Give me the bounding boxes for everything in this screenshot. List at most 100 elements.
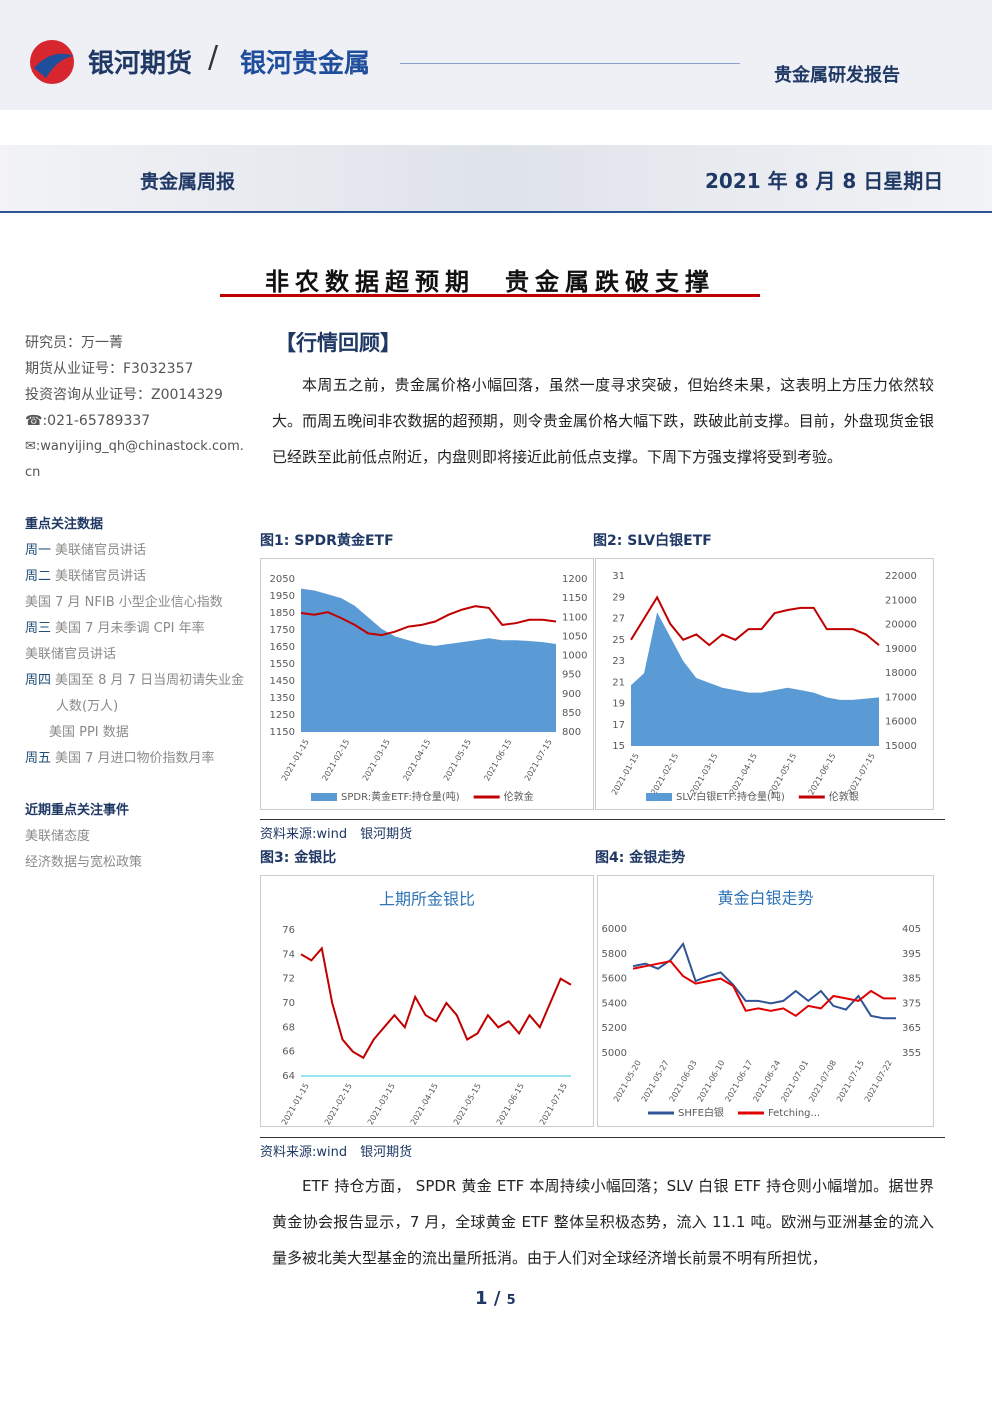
legend-label: SLV:白银ETF:持仓量(吨) [676, 790, 785, 803]
x-tick-label: 2021-05-27 [640, 1059, 671, 1104]
y-tick-label: 1350 [270, 693, 295, 704]
figure: 黄金白银走势 5000 5200 5400 5600 5800 6000 355 365 375 3… [597, 875, 934, 1127]
y-tick-label: 1650 [270, 642, 295, 653]
y2-tick-label: 19000 [885, 644, 917, 655]
slash: / [208, 40, 219, 75]
page-sep: / [493, 1288, 501, 1309]
report-series: 贵金属周报 [140, 171, 236, 193]
y2-tick-label: 800 [562, 727, 581, 738]
x-tick-label: 2021-06-24 [751, 1059, 782, 1104]
line [630, 595, 880, 647]
events-list: 美联储态度 经济数据与宽松政策 [25, 824, 142, 876]
y-tick-label: 29 [612, 592, 625, 603]
report-type: 贵金属研发报告 [774, 65, 900, 86]
x-tick-label: 2021-07-15 [523, 738, 554, 783]
y2-tick-label: 850 [562, 708, 581, 719]
focus-item: 美国 7 月 NFIB 小型企业信心指数 [25, 590, 250, 616]
focus-text: 美国 7 月未季调 CPI 年率 [55, 621, 205, 636]
x-tick-label: 2021-07-15 [538, 1082, 569, 1127]
phone-icon: ☎: [25, 413, 48, 429]
event: 经济数据与宽松政策 [25, 855, 143, 870]
focus-text: 美国 PPI 数据 [49, 725, 129, 740]
y-tick-label: 19 [612, 699, 625, 710]
x-tick-label: 2021-07-15 [835, 1059, 866, 1104]
line [632, 960, 896, 1018]
email: ✉:wanyijing_qh@chinastock.com.cn [25, 434, 245, 486]
event: 美联储态度 [25, 829, 91, 844]
legend-label: 伦敦银 [829, 790, 859, 803]
report-date: 2021 年 8 月 8 日星期日 [705, 169, 944, 193]
y-tick-label: 15 [612, 741, 625, 752]
y2-tick-label: 18000 [885, 668, 917, 679]
y-tick-label: 64 [282, 1071, 295, 1082]
focus-text: 美联储官员讲话 [55, 569, 147, 584]
focus-day: 周三 [25, 621, 52, 636]
figure-title: 图1: SPDR黄金ETF [260, 533, 394, 549]
y2-tick-label: 365 [902, 1023, 921, 1034]
focus-item: 周五 美国 7 月进口物价指数月率 [25, 746, 250, 772]
x-tick-label: 2021-01-15 [280, 1082, 311, 1127]
sub-brand: 银河贵金属 [240, 49, 371, 79]
rule [260, 1137, 945, 1138]
x-tick-label: 2021-07-15 [846, 752, 877, 797]
y-tick-label: 5200 [602, 1023, 627, 1034]
mail-icon: ✉: [25, 439, 41, 454]
page-number: 1 / 5 [475, 1288, 516, 1309]
y-tick-label: 76 [282, 925, 295, 936]
y-tick-label: 1450 [270, 676, 295, 687]
figure: 1150 1250 1350 1450 1550 1650 1750 1850 1950 2050… [260, 558, 594, 810]
focus-text: 美联储官员讲话 [25, 647, 117, 662]
contact-line: 研究员：万一菁 [25, 335, 123, 351]
phone: ☎:021-65789337 [25, 408, 245, 434]
legend-label: Fetching... [768, 1108, 820, 1119]
y-tick-label: 1750 [270, 625, 295, 636]
x-tick-label: 2021-04-15 [409, 1082, 440, 1127]
x-tick-label: 2021-07-08 [807, 1059, 838, 1104]
y-tick-label: 27 [612, 614, 625, 625]
legend-label: SPDR:黄金ETF:持仓量(吨) [341, 790, 460, 803]
focus-list: 周一 美联储官员讲话 周二 美联储官员讲话 美国 7 月 NFIB 小型企业信心指数 周三… [25, 538, 250, 772]
focus-text: 美国至 8 月 7 日当周初请失业金人数(万人) [55, 673, 245, 714]
logo [30, 40, 74, 84]
focus-item: 周一 美联储官员讲话 [25, 538, 250, 564]
y-tick-label: 1850 [270, 608, 295, 619]
y-tick-label: 72 [282, 974, 295, 985]
x-tick-label: 2021-05-15 [442, 738, 473, 783]
focus-item: 周二 美联储官员讲话 [25, 564, 250, 590]
paragraph: 本周五之前，贵金属价格小幅回落，虽然一度寻求突破，但始终未果，这表明上方压力依然… [272, 376, 934, 466]
y-tick-label: 21 [612, 677, 625, 688]
x-tick-label: 2021-06-17 [723, 1059, 754, 1104]
y2-tick-label: 20000 [885, 620, 917, 631]
figure-title: 图3: 金银比 [260, 850, 337, 866]
y-tick-label: 5600 [602, 974, 627, 985]
figure-title: 图4: 金银走势 [595, 850, 686, 866]
y-tick-label: 1950 [270, 591, 295, 602]
x-tick-label: 2021-04-15 [401, 738, 432, 783]
y2-tick-label: 1050 [562, 631, 587, 642]
area [301, 588, 556, 732]
x-tick-label: 2021-01-15 [280, 738, 311, 783]
header-band [0, 0, 992, 110]
x-tick-label: 2021-07-22 [863, 1059, 894, 1104]
area [631, 612, 879, 746]
title-underline [220, 294, 760, 297]
x-tick-label: 2021-02-15 [320, 738, 351, 783]
y-tick-label: 70 [282, 998, 295, 1009]
y-tick-label: 74 [282, 949, 295, 960]
header-rule [400, 63, 740, 64]
y2-tick-label: 395 [902, 949, 921, 960]
focus-item: 周四 美国至 8 月 7 日当周初请失业金人数(万人) [25, 668, 250, 720]
focus-item: 美联储官员讲话 [25, 642, 250, 668]
events-title: 近期重点关注事件 [25, 803, 130, 818]
focus-day: 周四 [25, 673, 52, 688]
figure: 上期所金银比 64 66 68 70 72 74 76 2021-01-15 2021-02-15… [260, 875, 594, 1127]
figure: 15 17 19 21 23 25 27 29 31 15000 16000 17000 18000 19… [595, 558, 934, 810]
focus-day: 周二 [25, 569, 52, 584]
focus-day: 周一 [25, 543, 52, 558]
brand: 银河期货 [88, 49, 193, 79]
band-rule [0, 211, 992, 213]
section-heading: 【行情回顾】 [275, 331, 401, 355]
y-tick-label: 1550 [270, 659, 295, 670]
y2-tick-label: 375 [902, 998, 921, 1009]
